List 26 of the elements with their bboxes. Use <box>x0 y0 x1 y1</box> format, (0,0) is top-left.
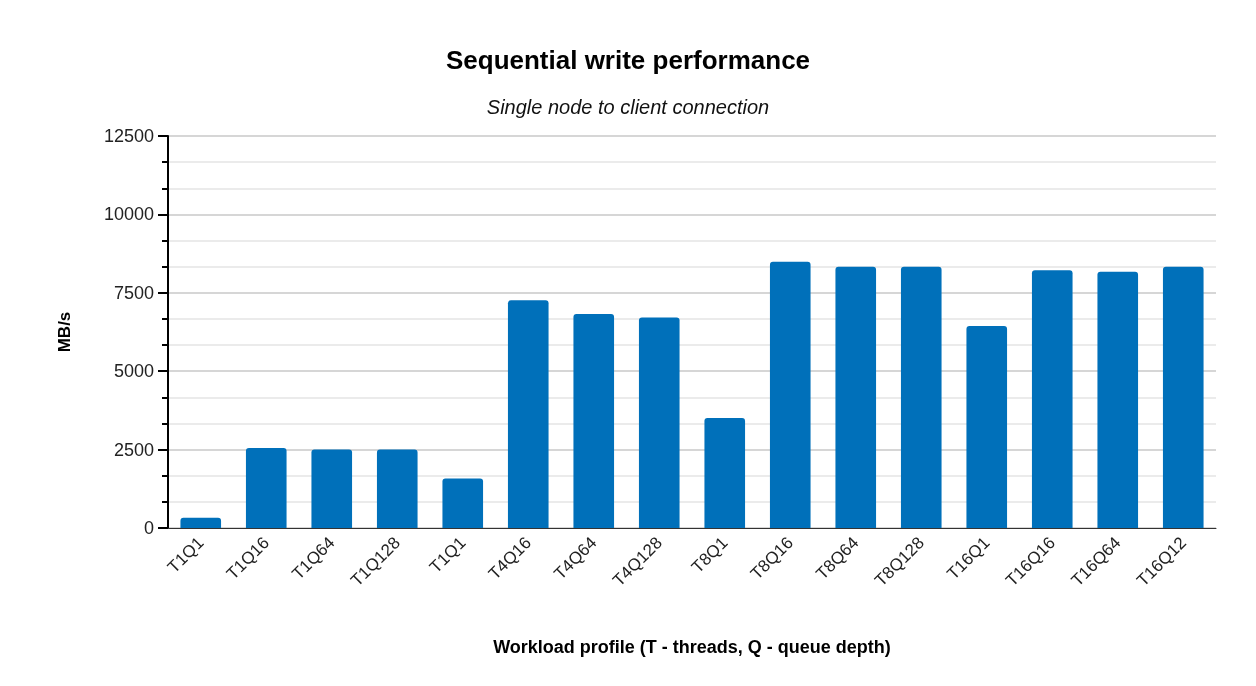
bar <box>311 449 353 528</box>
bar <box>769 261 811 528</box>
bar <box>573 314 615 528</box>
x-axis-title: Workload profile (T - threads, Q - queue depth) <box>493 637 891 657</box>
bar <box>1097 271 1139 528</box>
y-tick-label: 12500 <box>103 126 154 146</box>
y-tick-label: 7500 <box>113 282 154 303</box>
bar <box>1162 266 1204 528</box>
bar <box>245 448 287 528</box>
bar <box>442 478 484 528</box>
y-tick-label: 2500 <box>113 439 154 460</box>
chart-title: Sequential write performance <box>445 45 811 75</box>
bar <box>900 266 942 528</box>
bar <box>966 326 1008 528</box>
bar <box>835 266 877 528</box>
chart-subtitle: Single node to client connection <box>486 96 770 118</box>
bar <box>704 417 746 528</box>
y-tick-label: 0 <box>143 518 154 538</box>
y-tick-label: 10000 <box>103 204 154 225</box>
bar <box>376 449 418 528</box>
y-tick-label: 5000 <box>113 361 154 382</box>
bar <box>180 517 222 528</box>
y-axis-title: MB/s <box>55 311 74 353</box>
bar <box>507 300 549 528</box>
bar <box>1031 270 1073 528</box>
bar <box>638 317 680 528</box>
